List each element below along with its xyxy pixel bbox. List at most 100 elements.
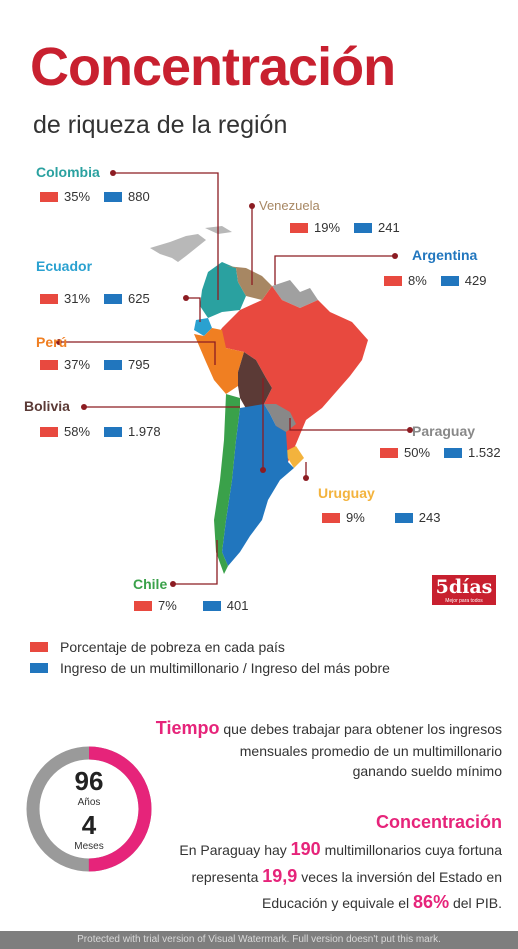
poverty-value: 31% — [64, 291, 91, 306]
concentracion-title: Concentración — [375, 812, 502, 832]
stats-ecuador: 31% 625 — [40, 291, 150, 306]
argentina-shape — [222, 404, 294, 566]
brand-logo-tagline: Mejor para todos — [445, 598, 483, 604]
concentracion-line-2: representa 19,9 veces la inversión del E… — [191, 866, 502, 888]
poverty-swatch — [40, 359, 58, 370]
ratio-swatch — [440, 275, 459, 286]
stats-paraguay: 50% 1.532 — [380, 445, 501, 460]
ratio-swatch — [104, 359, 123, 370]
leader-dots — [56, 170, 413, 587]
ratio-value: 429 — [464, 273, 487, 288]
legend-ratio: Ingreso de un multimillonario / Ingreso … — [30, 660, 390, 676]
gauge-years-label: Años — [77, 797, 101, 808]
country-name-bolivia: Bolivia — [24, 398, 70, 414]
legend-poverty: Porcentaje de pobreza en cada país — [30, 639, 285, 655]
legend-ratio-label: Ingreso de un multimillonario / Ingreso … — [60, 660, 390, 676]
country-name-colombia: Colombia — [36, 164, 100, 180]
poverty-swatch — [322, 512, 340, 523]
poverty-swatch — [40, 191, 58, 202]
central-america-shape — [150, 234, 206, 262]
country-name-paraguay: Paraguay — [412, 423, 476, 439]
poverty-value: 50% — [404, 445, 431, 460]
concentracion-number-190: 190 — [290, 839, 321, 859]
poverty-swatch — [380, 447, 398, 458]
concentracion-text: En Paraguay hay — [179, 842, 291, 858]
concentracion-text: veces la inversión del Estado en — [297, 869, 502, 885]
ratio-value: 241 — [378, 220, 400, 235]
country-name-chile: Chile — [133, 576, 168, 592]
concentracion-text: del PIB. — [449, 895, 502, 911]
poverty-swatch — [40, 426, 58, 437]
uruguay-shape — [284, 446, 304, 468]
ratio-swatch — [354, 222, 373, 233]
tiempo-line-3: ganando sueldo mínimo — [352, 763, 502, 779]
country-name-uruguay: Uruguay — [318, 485, 375, 501]
ratio-swatch — [104, 426, 123, 437]
tiempo-text-1: que debes trabajar para obtener los ingr… — [219, 721, 502, 737]
ratio-value: 880 — [128, 189, 150, 204]
legend-poverty-label: Porcentaje de pobreza en cada país — [60, 639, 285, 655]
brand-logo: 5días Mejor para todos — [432, 575, 496, 605]
tiempo-line-1: Tiempo que debes trabajar para obtener l… — [156, 718, 502, 740]
gauge-months-label: Meses — [74, 841, 104, 852]
country-name-peru: Perú — [36, 334, 68, 350]
poverty-swatch — [384, 275, 402, 286]
gauge-months-value: 4 — [81, 810, 97, 840]
poverty-value: 37% — [64, 357, 91, 372]
tiempo-highlight: Tiempo — [155, 718, 220, 738]
brazil-shape — [214, 286, 368, 462]
poverty-value: 58% — [64, 424, 91, 439]
ratio-value: 795 — [128, 357, 150, 372]
concentracion-text: representa — [191, 869, 263, 885]
stats-chile: 7% 401 — [134, 598, 249, 613]
ratio-value: 625 — [128, 291, 150, 306]
concentracion-text: Educación y equivale el — [262, 895, 414, 911]
ecuador-shape — [194, 318, 212, 336]
country-name-ecuador: Ecuador — [36, 258, 93, 274]
paraguay-shape — [264, 404, 296, 432]
gauge-progress — [26, 746, 152, 872]
ratio-swatch — [202, 600, 221, 611]
poverty-swatch — [134, 600, 152, 611]
tiempo-line-2: mensuales promedio de un multimillonario — [239, 743, 502, 759]
guianas-shape — [272, 280, 318, 308]
ratio-value: 243 — [418, 510, 441, 525]
concentracion-number-86: 86% — [413, 892, 450, 912]
concentracion-text: multimillonarios cuya fortuna — [320, 842, 502, 858]
concentracion-line-3: Educación y equivale el 86% del PIB. — [262, 892, 502, 914]
poverty-swatch — [290, 222, 308, 233]
ratio-value: 401 — [226, 598, 249, 613]
ratio-swatch — [394, 512, 413, 523]
legend-ratio-swatch — [30, 663, 48, 673]
poverty-value: 19% — [314, 220, 341, 235]
south-america-map — [56, 170, 413, 587]
brand-logo-text: 5días — [435, 576, 493, 598]
venezuela-shape — [226, 266, 272, 300]
time-gauge — [26, 746, 152, 872]
ratio-swatch — [104, 293, 123, 304]
ratio-value: 1.978 — [128, 424, 161, 439]
stats-peru: 37% 795 — [40, 357, 150, 372]
poverty-value: 9% — [346, 510, 365, 525]
poverty-value: 8% — [408, 273, 427, 288]
concentracion-line-1: En Paraguay hay 190 multimillonarios cuy… — [179, 839, 502, 861]
page-subtitle: de riqueza de la región — [33, 111, 288, 139]
stats-argentina: 8% 429 — [384, 273, 487, 288]
gauge-years-value: 96 — [74, 766, 104, 796]
stats-venezuela: 19% 241 — [290, 220, 400, 235]
ratio-value: 1.532 — [468, 445, 501, 460]
peru-shape — [194, 328, 244, 394]
chile-shape — [214, 394, 240, 574]
stats-colombia: 35% 880 — [40, 189, 150, 204]
watermark-bar: Protected with trial version of Visual W… — [0, 931, 518, 949]
colombia-shape — [200, 262, 246, 318]
poverty-value: 7% — [158, 598, 177, 613]
leader-lines — [59, 172, 410, 585]
ratio-swatch — [104, 191, 123, 202]
country-name-argentina: Argentina — [412, 247, 478, 263]
page-title: Concentración — [30, 37, 396, 97]
stats-uruguay: 9% 243 — [322, 510, 441, 525]
ratio-swatch — [444, 447, 463, 458]
legend-poverty-swatch — [30, 642, 48, 652]
country-name-venezuela: Venezuela — [259, 198, 320, 213]
